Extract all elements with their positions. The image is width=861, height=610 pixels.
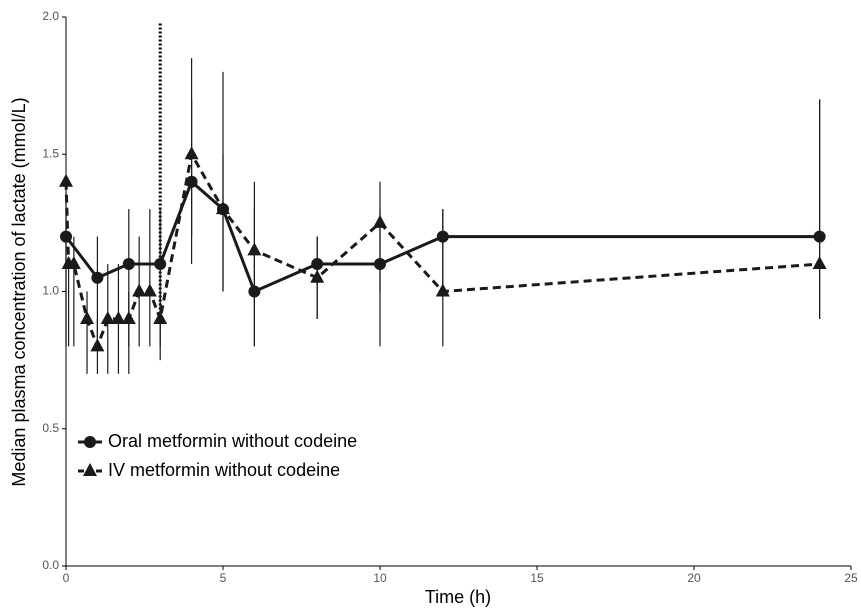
marker bbox=[66, 256, 81, 270]
x-tick-label: 15 bbox=[530, 571, 544, 585]
marker bbox=[373, 214, 387, 228]
marker bbox=[247, 242, 262, 256]
series-line bbox=[64, 149, 820, 351]
x-tick-label: 25 bbox=[844, 571, 858, 585]
marker bbox=[59, 173, 73, 187]
marker bbox=[142, 283, 157, 297]
marker bbox=[100, 310, 115, 324]
legend-label: IV metformin without codeine bbox=[108, 460, 340, 480]
marker bbox=[435, 283, 450, 297]
marker bbox=[91, 271, 104, 284]
marker bbox=[154, 258, 167, 271]
legend-marker bbox=[83, 463, 97, 476]
marker bbox=[111, 310, 126, 324]
y-tick-label: 0.5 bbox=[42, 421, 59, 435]
x-tick-label: 0 bbox=[63, 571, 70, 585]
y-tick-label: 0.0 bbox=[42, 558, 59, 572]
x-tick-label: 20 bbox=[687, 571, 701, 585]
marker bbox=[216, 201, 230, 215]
legend-marker bbox=[84, 436, 96, 448]
marker bbox=[122, 258, 135, 271]
marker bbox=[153, 310, 168, 324]
marker bbox=[121, 310, 136, 324]
legend-label: Oral metformin without codeine bbox=[108, 431, 357, 451]
marker bbox=[132, 283, 147, 297]
marker bbox=[812, 256, 827, 270]
marker bbox=[310, 269, 325, 283]
y-tick-label: 1.5 bbox=[42, 146, 59, 160]
x-tick-label: 5 bbox=[220, 571, 227, 585]
y-tick-label: 2.0 bbox=[42, 9, 59, 23]
marker bbox=[184, 146, 199, 160]
y-tick-label: 1.0 bbox=[42, 284, 59, 298]
x-axis-label: Time (h) bbox=[425, 587, 491, 607]
x-tick-label: 10 bbox=[373, 571, 387, 585]
marker bbox=[80, 310, 95, 324]
marker bbox=[90, 338, 105, 352]
y-axis-label: Median plasma concentration of lactate (… bbox=[9, 97, 29, 486]
